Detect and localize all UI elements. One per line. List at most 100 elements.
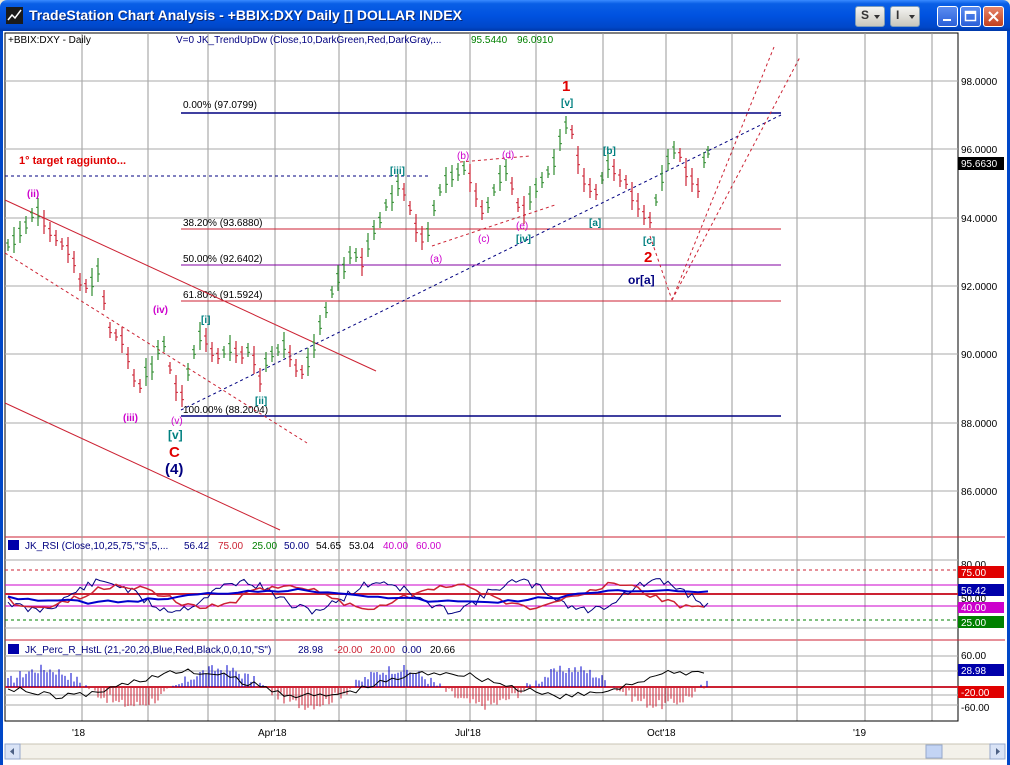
rsi-axis-label: 40.00 [961,603,986,614]
triangle-lower [431,204,556,247]
projection-down [649,235,673,301]
wave-label-4: (4) [165,461,183,478]
percr-line [7,668,705,700]
wave-label-iv-box: [iv] [516,234,531,245]
time-axis-label: '18 [72,728,85,739]
wave-label-or-a: or[a] [628,273,655,287]
time-axis-label: Apr'18 [258,728,287,739]
rsi-value: 53.04 [349,541,374,552]
percr-axis-label: 28.98 [961,666,986,677]
rsi-value: 56.42 [184,541,209,552]
fib-label-0: 0.00% (97.0799) [183,100,257,111]
chevron-down-icon [874,15,880,19]
rsi-signal-line [7,581,705,611]
symbol-label: +BBIX:DXY - Daily [8,35,91,46]
chart-area[interactable]: 0.00% (97.0799) 38.20% (93.6880) 50.00% … [0,31,1010,765]
rsi-panel: JK_RSI (Close,10,25,75,"S",5,... 56.42 7… [5,540,1004,629]
rsi-axis-marker-40 [958,602,1004,613]
indicator-value-1: 95.5440 [471,35,508,46]
rsi-axis-label: 56.42 [961,586,986,597]
percr-axis-marker-value [958,664,1004,676]
rsi-axis-label: 80.00 [961,560,986,571]
time-axis: '18 Apr'18 Jul'18 Oct'18 '19 [5,720,958,739]
fib-label-61: 61.80% (91.5924) [183,290,263,301]
percr-axis-label: -60.00 [961,703,990,714]
title-bar: TradeStation Chart Analysis - +BBIX:DXY … [0,0,1010,31]
horizontal-grid [5,80,958,492]
downtrend-channel-lower [4,402,281,531]
wave-label-1: 1 [562,78,570,95]
price-axis-label: 92.0000 [961,282,998,293]
wave-label-c-box: [c] [643,236,655,247]
projection-upper [671,56,801,301]
wave-label-b-box: [b] [603,146,616,157]
time-axis-label: Jul'18 [455,728,481,739]
fib-label-100: 100.00% (88.2004) [183,405,268,416]
app-icon [6,7,23,24]
wave-label-v-small: (v) [171,416,183,427]
scrollbar-thumb[interactable] [925,744,943,759]
wave-label-b: (b) [457,151,469,162]
maximize-button[interactable] [960,6,981,27]
scrollbar-track[interactable] [4,743,1006,760]
rsi-value: 75.00 [218,541,243,552]
last-price-marker [958,157,1004,170]
rsi-value: 50.00 [284,541,309,552]
rsi-axis-marker-25 [958,616,1004,628]
percr-axis-label: -20.00 [961,688,990,699]
target-note: 1° target raggiunto... [19,155,126,167]
fib-label-38: 38.20% (93.6880) [183,218,263,229]
percr-value: 20.66 [430,645,455,656]
wave-label-iv: (iv) [153,305,168,316]
indicator-label[interactable]: V=0 JK_TrendUpDw (Close,10,DarkGreen,Red… [176,35,441,46]
price-axis-label: 88.0000 [961,419,998,430]
minimize-icon [943,19,951,21]
minimize-button[interactable] [937,6,958,27]
wave-label-v-low: [v] [168,428,183,442]
last-price-label: 95.6630 [961,159,998,170]
percr-axis-label: 60.00 [961,651,986,662]
percr-axis-marker-minus20 [958,686,1004,698]
wave-label-d: (d) [502,150,514,161]
price-axis-label: 90.0000 [961,350,998,361]
arrow-right-icon [996,748,1000,755]
wave-label-e: (e) [516,221,528,232]
rsi-label[interactable]: JK_RSI (Close,10,25,75,"S",5,... [25,541,168,552]
format-button-label: I [896,8,900,22]
percr-panel: JK_Perc_R_HstL (21,-20,20,Blue,Red,Black… [5,644,1004,714]
horizontal-scrollbar[interactable] [4,743,1006,760]
rsi-value: 40.00 [383,541,408,552]
percr-panel-icon [8,644,19,654]
percr-value: 20.00 [370,645,395,656]
rsi-value: 54.65 [316,541,341,552]
close-button[interactable] [983,6,1004,27]
price-axis-label: 94.0000 [961,214,998,225]
time-axis-label: '19 [853,728,866,739]
percr-label[interactable]: JK_Perc_R_HstL (21,-20,20,Blue,Red,Black… [25,645,271,656]
close-icon [988,11,999,22]
percr-value: -20.00 [334,645,363,656]
percr-value: 0.00 [402,645,422,656]
wave-label-c: (c) [478,234,490,245]
indicator-value-2: 96.0910 [517,35,554,46]
wave-label-a: (a) [430,254,442,265]
wave-label-a-box: [a] [589,218,601,229]
price-axis: 98.0000 96.0000 94.0000 92.0000 90.0000 … [961,77,998,498]
style-dropdown-button[interactable]: S [855,6,885,27]
price-axis-label: 86.0000 [961,487,998,498]
format-dropdown-button[interactable]: I [890,6,920,27]
rsi-axis-label: 75.00 [961,568,986,579]
style-button-label: S [861,8,870,22]
rsi-axis-label: 25.00 [961,618,986,629]
rsi-axis-marker-75 [958,566,1004,578]
wave-label-v-top: [v] [561,98,573,109]
wave-label-iii-box: [iii] [390,166,405,177]
maximize-icon [964,10,977,22]
arrow-left-icon [10,748,14,755]
rsi-axis-label: 50.00 [961,594,986,605]
wave-label-2: 2 [644,249,652,266]
wave-label-i-box: [i] [201,315,210,326]
wave-label-ii-box: [ii] [255,396,267,407]
percr-value: 28.98 [298,645,323,656]
fibonacci-levels: 0.00% (97.0799) 38.20% (93.6880) 50.00% … [181,100,781,417]
